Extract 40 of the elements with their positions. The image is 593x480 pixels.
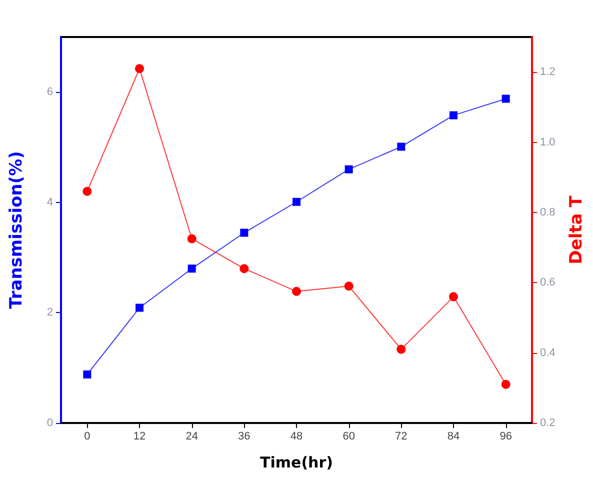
y-tick-label: 4 xyxy=(46,196,53,208)
y-tick-label: 0 xyxy=(46,417,53,429)
point xyxy=(240,228,248,237)
point xyxy=(396,344,406,354)
x-tick-label: 84 xyxy=(447,430,460,442)
point xyxy=(188,264,196,273)
point xyxy=(450,111,458,120)
x-tick-label: 24 xyxy=(186,430,198,442)
point xyxy=(135,64,144,74)
point xyxy=(502,94,510,103)
point xyxy=(397,142,406,151)
point xyxy=(292,198,300,206)
x-tick-label: 12 xyxy=(133,430,146,442)
x-tick-label: 60 xyxy=(342,430,355,442)
point xyxy=(82,186,92,196)
y2-tick-label: 1.2 xyxy=(540,66,556,78)
y-tick-label: 2 xyxy=(46,306,53,319)
x-tick-label: 0 xyxy=(84,430,90,442)
point xyxy=(292,286,301,296)
point xyxy=(83,370,92,378)
point xyxy=(344,165,353,174)
x-tick-label: 48 xyxy=(290,430,303,442)
x-tick-label: 36 xyxy=(238,430,250,442)
point xyxy=(449,292,458,302)
x-axis-title: Time(hr) xyxy=(260,454,333,472)
point xyxy=(240,264,249,274)
y2-axis-title: Delta T xyxy=(566,195,586,264)
y2-tick-label: 0.6 xyxy=(540,276,556,289)
y-tick-label: 6 xyxy=(46,86,53,98)
y2-tick-label: 0.2 xyxy=(540,417,556,429)
point xyxy=(187,234,196,244)
y2-tick-label: 0.4 xyxy=(540,346,556,359)
y-axis-title: Transmission(%) xyxy=(6,151,26,309)
y2-tick-label: 0.8 xyxy=(540,206,556,218)
point xyxy=(136,304,144,312)
point xyxy=(501,380,510,389)
point xyxy=(344,282,354,291)
y2-tick-label: 1.0 xyxy=(540,136,556,148)
x-tick-label: 96 xyxy=(500,430,512,442)
x-tick-label: 72 xyxy=(395,430,408,442)
